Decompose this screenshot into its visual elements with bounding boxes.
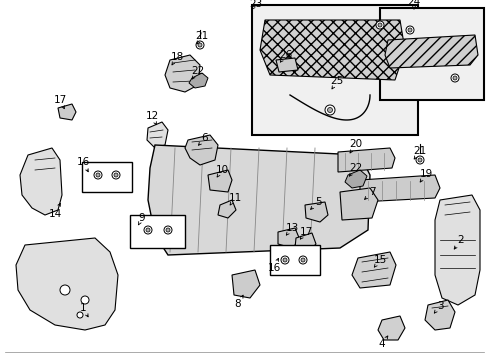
Polygon shape: [164, 55, 200, 92]
Text: 6: 6: [201, 133, 208, 143]
Text: 16: 16: [267, 263, 280, 273]
Polygon shape: [207, 170, 231, 192]
Text: 24: 24: [407, 0, 420, 7]
Text: 22: 22: [191, 66, 204, 76]
Text: 19: 19: [419, 169, 432, 179]
Circle shape: [450, 74, 458, 82]
Text: 3: 3: [436, 301, 443, 311]
Bar: [130, 215, 184, 248]
Bar: [269, 245, 319, 275]
Text: 14: 14: [48, 209, 61, 219]
Circle shape: [281, 256, 288, 264]
Circle shape: [165, 228, 170, 232]
Text: 5: 5: [314, 197, 321, 207]
Bar: [251, 5, 417, 135]
Polygon shape: [384, 35, 477, 68]
Circle shape: [375, 21, 383, 29]
Polygon shape: [359, 175, 439, 202]
Circle shape: [325, 105, 334, 115]
Polygon shape: [184, 135, 218, 165]
Text: 20: 20: [349, 139, 362, 149]
Polygon shape: [231, 270, 260, 298]
Circle shape: [94, 171, 102, 179]
Polygon shape: [260, 20, 404, 80]
Text: 18: 18: [170, 52, 183, 62]
Circle shape: [146, 228, 150, 232]
Bar: [379, 8, 483, 100]
Text: 26: 26: [279, 50, 292, 60]
Text: 23: 23: [249, 0, 262, 9]
Polygon shape: [339, 188, 377, 220]
Circle shape: [81, 296, 89, 304]
Text: 15: 15: [373, 255, 386, 265]
Circle shape: [298, 256, 306, 264]
Polygon shape: [58, 104, 76, 120]
Text: 21: 21: [195, 31, 208, 41]
Text: 8: 8: [234, 299, 241, 309]
Text: 16: 16: [76, 157, 89, 167]
Polygon shape: [189, 73, 207, 88]
Polygon shape: [148, 145, 369, 255]
Polygon shape: [337, 148, 394, 172]
Polygon shape: [305, 202, 327, 222]
Circle shape: [283, 258, 286, 262]
Circle shape: [77, 312, 83, 318]
Polygon shape: [218, 200, 236, 218]
Text: 21: 21: [412, 146, 426, 156]
Circle shape: [114, 173, 118, 177]
Polygon shape: [275, 58, 297, 72]
Circle shape: [60, 285, 70, 295]
Circle shape: [198, 43, 202, 47]
Circle shape: [163, 226, 172, 234]
Circle shape: [417, 158, 421, 162]
Polygon shape: [434, 195, 479, 305]
Text: 17: 17: [299, 227, 312, 237]
Bar: [82, 162, 132, 192]
Polygon shape: [345, 170, 366, 188]
Polygon shape: [147, 122, 168, 148]
Text: 13: 13: [285, 223, 298, 233]
Circle shape: [327, 108, 332, 112]
Circle shape: [407, 28, 411, 32]
Text: 17: 17: [53, 95, 66, 105]
Text: 9: 9: [139, 213, 145, 223]
Polygon shape: [294, 233, 315, 252]
Polygon shape: [278, 228, 299, 248]
Text: 22: 22: [348, 163, 362, 173]
Text: 25: 25: [330, 76, 343, 86]
Text: 4: 4: [378, 339, 385, 349]
Circle shape: [452, 76, 456, 80]
Polygon shape: [424, 300, 454, 330]
Circle shape: [405, 26, 413, 34]
Circle shape: [143, 226, 152, 234]
Circle shape: [96, 173, 100, 177]
Polygon shape: [351, 252, 395, 288]
Polygon shape: [20, 148, 62, 215]
Text: 12: 12: [145, 111, 158, 121]
Circle shape: [301, 258, 305, 262]
Text: 2: 2: [457, 235, 464, 245]
Text: 11: 11: [228, 193, 241, 203]
Polygon shape: [16, 238, 118, 330]
Polygon shape: [377, 316, 404, 340]
Circle shape: [415, 156, 423, 164]
Circle shape: [196, 41, 203, 49]
Text: 1: 1: [80, 303, 86, 313]
Circle shape: [377, 23, 381, 27]
Text: 10: 10: [215, 165, 228, 175]
Text: 7: 7: [368, 187, 375, 197]
Circle shape: [112, 171, 120, 179]
